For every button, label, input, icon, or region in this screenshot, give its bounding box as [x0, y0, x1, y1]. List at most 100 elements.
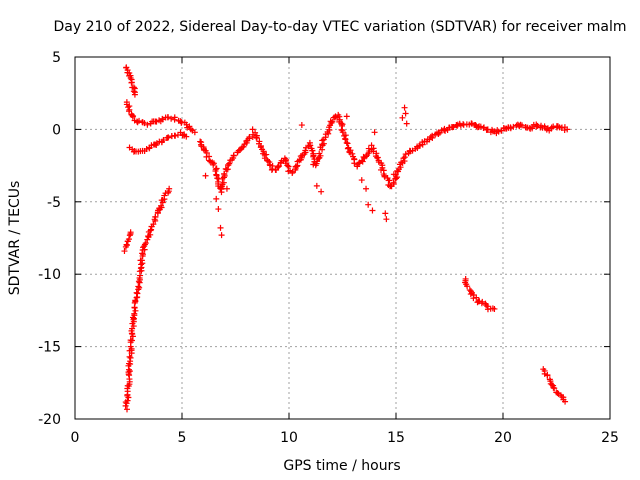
data-point: [134, 290, 141, 297]
data-point: [495, 128, 502, 135]
data-point: [129, 113, 136, 120]
data-point: [168, 115, 175, 122]
x-tick-label: 25: [601, 430, 619, 446]
data-point: [226, 160, 233, 167]
data-point: [416, 142, 423, 149]
data-point: [202, 172, 209, 179]
x-axis-label: GPS time / hours: [283, 458, 400, 474]
data-point: [369, 207, 376, 214]
data-point: [510, 123, 517, 130]
gridlines: [75, 57, 610, 419]
data-point: [355, 160, 362, 167]
data-point: [191, 129, 198, 136]
data-point: [121, 248, 128, 255]
data-point: [480, 125, 487, 132]
data-point: [123, 400, 130, 407]
data-point: [484, 303, 491, 310]
data-point: [491, 305, 498, 312]
y-tick-label: 0: [52, 122, 61, 138]
data-point: [127, 354, 134, 361]
data-point: [132, 307, 139, 314]
data-point: [343, 113, 350, 120]
data-point: [142, 240, 149, 247]
data-point: [172, 132, 179, 139]
data-point: [564, 126, 571, 133]
data-point: [354, 163, 361, 170]
data-point: [298, 122, 305, 129]
data-point: [342, 136, 349, 143]
y-tick-label: -15: [38, 340, 61, 356]
data-point: [138, 257, 145, 264]
data-point: [349, 150, 356, 157]
data-point: [346, 148, 353, 155]
data-point: [221, 171, 228, 178]
data-point: [378, 166, 385, 173]
data-point: [358, 177, 365, 184]
data-point: [383, 216, 390, 223]
data-point: [213, 195, 220, 202]
data-point: [126, 353, 133, 360]
data-point: [128, 337, 135, 344]
data-point: [123, 241, 130, 248]
data-point: [309, 147, 316, 154]
data-point: [165, 114, 172, 121]
data-point: [215, 206, 222, 213]
data-point: [551, 385, 558, 392]
data-point: [275, 163, 282, 170]
data-point: [197, 138, 204, 145]
data-point: [467, 291, 474, 298]
data-point: [218, 232, 225, 239]
data-point: [562, 398, 569, 405]
y-tick-label: 5: [52, 50, 61, 66]
data-point: [554, 389, 561, 396]
data-point: [544, 372, 551, 379]
data-point: [318, 188, 325, 195]
data-point: [171, 114, 178, 121]
plot-frame: [74, 56, 611, 420]
data-point: [144, 121, 151, 128]
x-tick-label: 15: [387, 430, 405, 446]
data-point: [213, 171, 220, 178]
axes: 0 5 10 15 20 25 5 0 -5 -10 -15 -20: [38, 50, 619, 446]
data-point: [344, 140, 351, 147]
data-point: [253, 134, 260, 141]
data-point: [263, 151, 270, 158]
data-point: [483, 302, 490, 309]
data-point: [371, 129, 378, 136]
data-point: [429, 132, 436, 139]
data-point: [390, 179, 397, 186]
data-point: [131, 310, 138, 317]
data-point: [224, 162, 231, 169]
data-point: [126, 368, 133, 375]
data-point: [365, 201, 372, 208]
data-point: [249, 126, 256, 133]
data-point: [220, 179, 227, 186]
data-point: [335, 111, 342, 118]
data-point: [274, 164, 281, 171]
data-point: [473, 294, 480, 301]
data-point: [374, 154, 381, 161]
data-point: [136, 284, 143, 291]
y-tick-label: -20: [38, 412, 61, 428]
data-point: [223, 185, 230, 192]
data-point: [390, 171, 397, 178]
data-point: [519, 122, 526, 129]
data-point: [127, 229, 134, 236]
x-tick-label: 10: [280, 430, 298, 446]
data-point: [381, 173, 388, 180]
data-point: [150, 221, 157, 228]
data-point: [125, 236, 132, 243]
data-point: [284, 162, 291, 169]
data-point: [313, 182, 320, 189]
data-point: [160, 136, 167, 143]
data-point: [386, 177, 393, 184]
data-point: [266, 161, 273, 168]
data-point: [125, 104, 132, 111]
data-point: [132, 297, 139, 304]
data-point: [230, 152, 237, 159]
data-point: [329, 118, 336, 125]
data-point: [268, 166, 275, 173]
data-point: [136, 117, 143, 124]
chart-title: Day 210 of 2022, Sidereal Day-to-day VTE…: [54, 19, 627, 35]
